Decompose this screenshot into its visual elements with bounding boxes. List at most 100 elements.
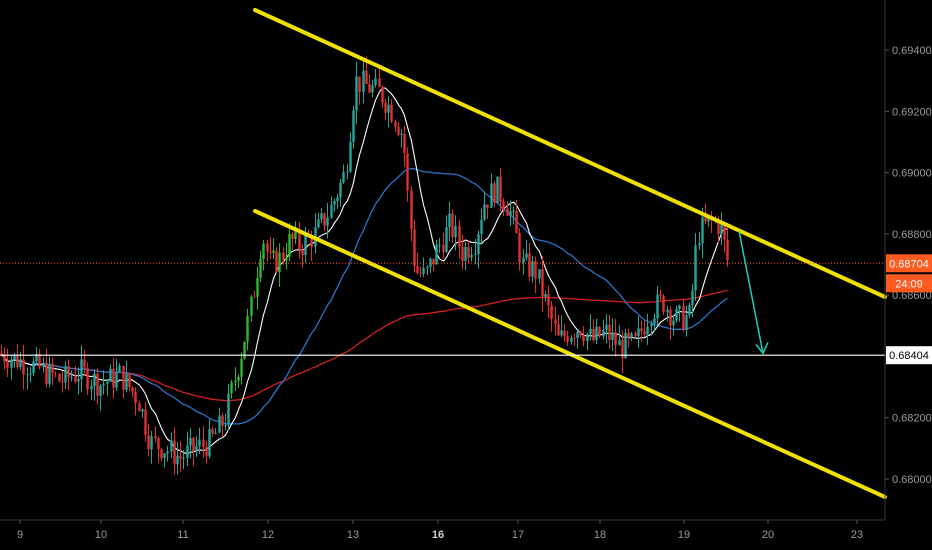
candle-body [333, 201, 336, 205]
candle-body [541, 269, 544, 297]
candle-body [80, 359, 83, 380]
countdown-tag [886, 274, 932, 293]
candle-body [598, 326, 601, 337]
candle-body [160, 449, 163, 459]
ma-mid-line [1, 167, 728, 425]
candle-body [51, 363, 54, 374]
candle-body [93, 373, 96, 387]
candle-body [691, 290, 694, 306]
candle-body [480, 219, 483, 235]
candle-body [38, 353, 41, 368]
candle-body [346, 171, 349, 173]
candle-body [83, 359, 86, 368]
candle-body [45, 362, 48, 384]
candle-body [352, 110, 355, 143]
x-tick-label: 19 [678, 529, 690, 541]
candle-body [374, 78, 377, 86]
support-price-tag [886, 346, 932, 365]
candle-body [198, 439, 201, 447]
candle-body [134, 391, 137, 404]
candle-body [547, 294, 550, 306]
candle-body [317, 219, 320, 228]
candle-body [643, 331, 646, 335]
candle-body [554, 319, 557, 324]
candle-body [378, 78, 381, 88]
candle-body [653, 318, 656, 324]
candle-body [35, 353, 38, 362]
candle-body [461, 246, 464, 261]
candle-body [650, 323, 653, 327]
candle-body [205, 446, 208, 457]
candle-body [467, 246, 470, 258]
candle-body [326, 217, 329, 226]
candle-body [435, 244, 438, 265]
candle-body [557, 323, 560, 336]
candle-body [211, 429, 214, 434]
candle-body [470, 254, 473, 258]
candle-body [531, 261, 534, 277]
candle-body [621, 340, 624, 359]
candle-body [106, 381, 109, 384]
y-tick-label: 0.68600 [892, 290, 932, 302]
x-tick-label: 20 [762, 529, 774, 541]
y-tick-label: 0.69400 [892, 45, 932, 57]
candle-body [176, 455, 179, 465]
candle-body [61, 381, 64, 383]
candle-body [138, 403, 141, 412]
candle-body [685, 315, 688, 331]
candle-body [512, 210, 515, 212]
x-tick-label: 16 [432, 529, 444, 541]
candle-body [486, 204, 489, 208]
candle-body [13, 354, 16, 360]
candle-body [179, 455, 182, 459]
candle-body [301, 249, 304, 256]
candle-body [19, 359, 22, 368]
candle-body [99, 385, 102, 396]
candle-body [96, 373, 99, 396]
y-tick-label: 0.68200 [892, 413, 932, 425]
candle-body [464, 246, 467, 261]
candle-body [6, 362, 9, 368]
ma-fast-line [1, 87, 728, 455]
candle-body [506, 208, 509, 216]
candle-body [672, 320, 675, 326]
candle-body [259, 258, 262, 278]
x-tick-label: 18 [594, 529, 606, 541]
candle-body [320, 213, 323, 220]
candle-body [109, 368, 112, 382]
candle-body [550, 305, 553, 320]
candle-body [493, 183, 496, 203]
candle-body [707, 216, 710, 222]
x-tick-label: 11 [177, 529, 188, 541]
candle-body [426, 266, 429, 269]
candle-body [522, 257, 525, 263]
candle-body [294, 230, 297, 239]
candle-body [662, 295, 665, 313]
candle-body [518, 233, 521, 263]
candle-body [362, 70, 365, 92]
candle-body [595, 326, 598, 341]
candle-body [442, 244, 445, 252]
candle-body [723, 223, 726, 240]
candle-body [58, 373, 61, 382]
candle-body [170, 440, 173, 452]
candle-body [32, 361, 35, 374]
candle-body [566, 336, 569, 343]
candle-body [282, 252, 285, 260]
candle-body [77, 379, 80, 382]
candle-body [496, 176, 499, 203]
candle-body [64, 366, 67, 383]
candle-body [218, 415, 221, 433]
candle-body [365, 70, 368, 84]
candle-body [278, 252, 281, 273]
candle-body [246, 315, 249, 342]
candle-body [54, 373, 57, 375]
candle-body [726, 239, 729, 261]
candle-body [208, 429, 211, 457]
candle-body [576, 331, 579, 339]
candle-body [349, 142, 352, 172]
y-tick-label: 0.68000 [892, 474, 932, 486]
candle-body [67, 366, 70, 378]
candle-body [291, 233, 294, 239]
